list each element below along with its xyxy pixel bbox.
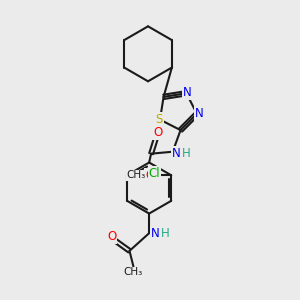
Text: CH₃: CH₃ xyxy=(124,267,143,278)
Text: H: H xyxy=(182,147,191,160)
Text: O: O xyxy=(153,126,163,139)
Text: O: O xyxy=(107,230,116,243)
Text: N: N xyxy=(183,86,192,99)
Text: Cl: Cl xyxy=(149,167,160,180)
Text: N: N xyxy=(151,227,159,240)
Text: CH₃: CH₃ xyxy=(126,170,146,180)
Text: O: O xyxy=(145,169,154,182)
Text: N: N xyxy=(172,147,181,160)
Text: H: H xyxy=(160,227,169,240)
Text: S: S xyxy=(155,113,163,126)
Text: N: N xyxy=(194,107,203,120)
